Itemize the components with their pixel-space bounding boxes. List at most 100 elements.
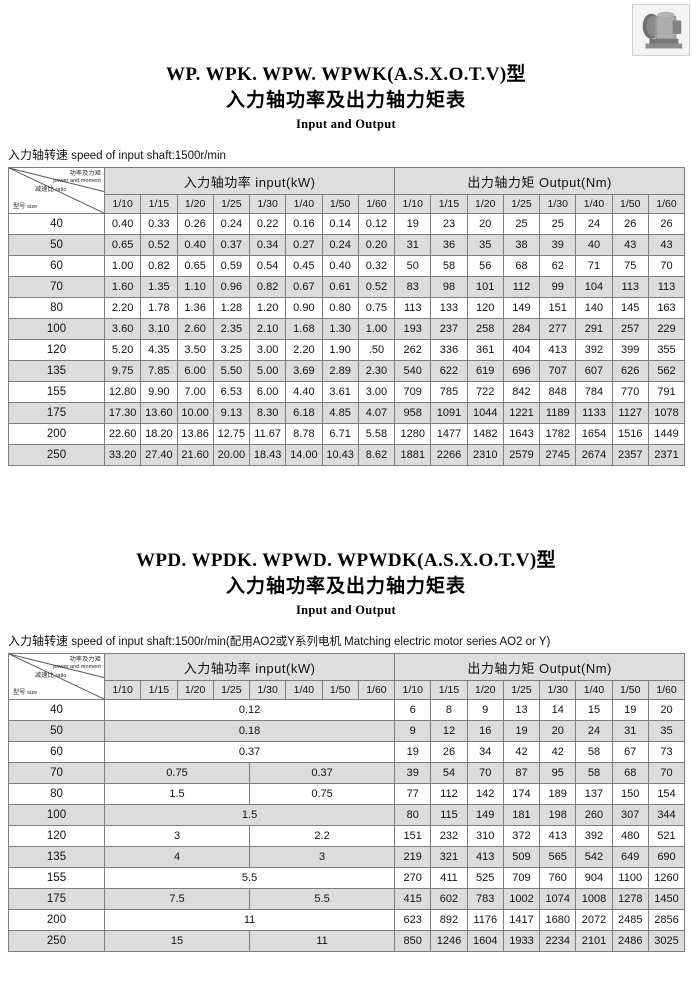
group-header-output-2: 出力轴力矩 Output(Nm): [394, 653, 686, 681]
section-wpd: WPD. WPDK. WPWD. WPWDK(A.S.X.O.T.V)型 入力轴…: [0, 548, 692, 952]
cell-output-2: 9: [466, 699, 504, 721]
cell-output-5: 1133: [575, 402, 613, 424]
cell-output-0: 50: [394, 255, 432, 277]
cell-output-0: 540: [394, 360, 432, 382]
cell-input-7: 0.32: [357, 255, 396, 277]
cell-output-7: 355: [647, 339, 686, 361]
cell-output-6: 649: [611, 846, 649, 868]
cell-input-7: 0.20: [357, 234, 396, 256]
cell-output-7: 791: [647, 381, 686, 403]
ratio-header-output-2: 1/20: [466, 194, 504, 214]
cell-output-5: 392: [575, 825, 613, 847]
cell-output-0: 270: [394, 867, 432, 889]
cell-output-1: 321: [430, 846, 468, 868]
cell-output-4: 99: [539, 276, 577, 298]
group-header-input: 入力轴功率 input(kW): [103, 167, 396, 195]
cell-output-5: 784: [575, 381, 613, 403]
cell-output-1: 411: [430, 867, 468, 889]
table-row: 50 0.65 0.52 0.40 0.37 0.34 0.27 0.24 0.20 31 36 35…: [8, 234, 686, 256]
cell-input-7: 0.52: [357, 276, 396, 298]
cell-input-3: 20.00: [212, 444, 251, 466]
ratio-header2-input-0: 1/10: [103, 680, 142, 700]
cell-size: 50: [8, 234, 105, 256]
cell-output-5: 24: [575, 720, 613, 742]
table-row: 70 0.75 0.37 39 54 70 87 95 58 68 70: [8, 762, 686, 784]
cell-output-6: 770: [611, 381, 649, 403]
ratio-header2-input-6: 1/50: [321, 680, 359, 700]
cell-input-merged-1: 5.5: [248, 888, 396, 910]
cell-input-0: 0.40: [103, 213, 142, 235]
cell-output-0: 193: [394, 318, 432, 340]
table-row: 175 17.30 13.60 10.00 9.13 8.30 6.18 4.85 4.07 95…: [8, 402, 686, 424]
cell-input-4: 5.00: [248, 360, 287, 382]
cell-output-2: 34: [466, 741, 504, 763]
cell-output-2: 142: [466, 783, 504, 805]
cell-input-merged-0: 3: [104, 825, 250, 847]
table-row: 80 1.5 0.75 77 112 142 174 189 137 150 154: [8, 783, 686, 805]
table-row: 135 4 3 219 321 413 509 565 542 649 690: [8, 846, 686, 868]
table-wp-series: 功率及力矩 power and moment 减速比 ratio 型号 size…: [8, 167, 686, 466]
cell-output-7: 70: [647, 255, 686, 277]
cell-output-1: 785: [430, 381, 468, 403]
cell-input-merged-0: 7.5: [104, 888, 250, 910]
cell-input-1: 18.20: [140, 423, 178, 445]
cell-output-3: 112: [502, 276, 541, 298]
cell-input-7: 0.75: [357, 297, 396, 319]
cell-output-3: 1933: [502, 930, 541, 952]
section2-title-line3: Input and Output: [296, 603, 396, 617]
group-header-output: 出力轴力矩 Output(Nm): [394, 167, 686, 195]
cell-output-1: 602: [430, 888, 468, 910]
cell-output-6: 75: [611, 255, 649, 277]
cell-output-4: 25: [539, 213, 577, 235]
cell-input-5: 8.78: [285, 423, 323, 445]
cell-input-4: 8.30: [248, 402, 287, 424]
cell-output-7: 43: [647, 234, 686, 256]
cell-output-5: 40: [575, 234, 613, 256]
cell-output-0: 262: [394, 339, 432, 361]
cell-output-2: 149: [466, 804, 504, 826]
cell-size: 250: [8, 930, 105, 952]
table-row: 60 1.00 0.82 0.65 0.59 0.54 0.45 0.40 0.32 50 58 56…: [8, 255, 686, 277]
cell-input-5: 1.68: [285, 318, 323, 340]
cell-output-7: 344: [647, 804, 686, 826]
cell-input-merged-0: 4: [104, 846, 250, 868]
section1-speed-en: speed of input shaft:1500r/min: [71, 150, 226, 162]
cell-output-0: 113: [394, 297, 432, 319]
table-row: 200 11 623 892 1176 1417 1680 2072 2485 2856: [8, 909, 686, 931]
cell-output-1: 54: [430, 762, 468, 784]
cell-size: 40: [8, 213, 105, 235]
table-row: 60 0.37 19 26 34 42 42 58 67 73: [8, 741, 686, 763]
cell-output-6: 2485: [611, 909, 649, 931]
cell-output-0: 151: [394, 825, 432, 847]
cell-output-0: 1280: [394, 423, 432, 445]
table-row: 40 0.40 0.33 0.26 0.24 0.22 0.16 0.14 0.12 19 23 20…: [8, 213, 686, 235]
cell-output-5: 291: [575, 318, 613, 340]
cell-output-2: 1044: [466, 402, 504, 424]
cell-input-6: 6.71: [321, 423, 359, 445]
cell-input-1: 1.35: [140, 276, 178, 298]
section1-speed-cn: 入力轴转速: [8, 148, 69, 162]
cell-output-3: 2579: [502, 444, 541, 466]
cell-output-0: 83: [394, 276, 432, 298]
cell-output-7: 521: [647, 825, 686, 847]
cell-size: 60: [8, 255, 105, 277]
cell-output-6: 257: [611, 318, 649, 340]
cell-output-0: 219: [394, 846, 432, 868]
cell-input-7: 0.12: [357, 213, 396, 235]
cell-output-2: 2310: [466, 444, 504, 466]
cell-input-0: 5.20: [103, 339, 142, 361]
cell-output-4: 1680: [539, 909, 577, 931]
cell-input-merged-1: 3: [248, 846, 396, 868]
cell-input-1: 7.85: [140, 360, 178, 382]
ratio-header-input-1: 1/15: [140, 194, 178, 214]
ratio-header-output-0: 1/10: [394, 194, 432, 214]
table-row: 50 0.18 9 12 16 19 20 24 31 35: [8, 720, 686, 742]
cell-output-6: 68: [611, 762, 649, 784]
cell-output-4: 848: [539, 381, 577, 403]
cell-output-6: 1516: [611, 423, 649, 445]
cell-output-4: 39: [539, 234, 577, 256]
ratio-header2-output-6: 1/50: [611, 680, 649, 700]
cell-output-4: 95: [539, 762, 577, 784]
cell-output-3: 42: [502, 741, 541, 763]
corner-header-cell: 功率及力矩 power and moment 减速比 ratio 型号 size: [8, 167, 105, 214]
